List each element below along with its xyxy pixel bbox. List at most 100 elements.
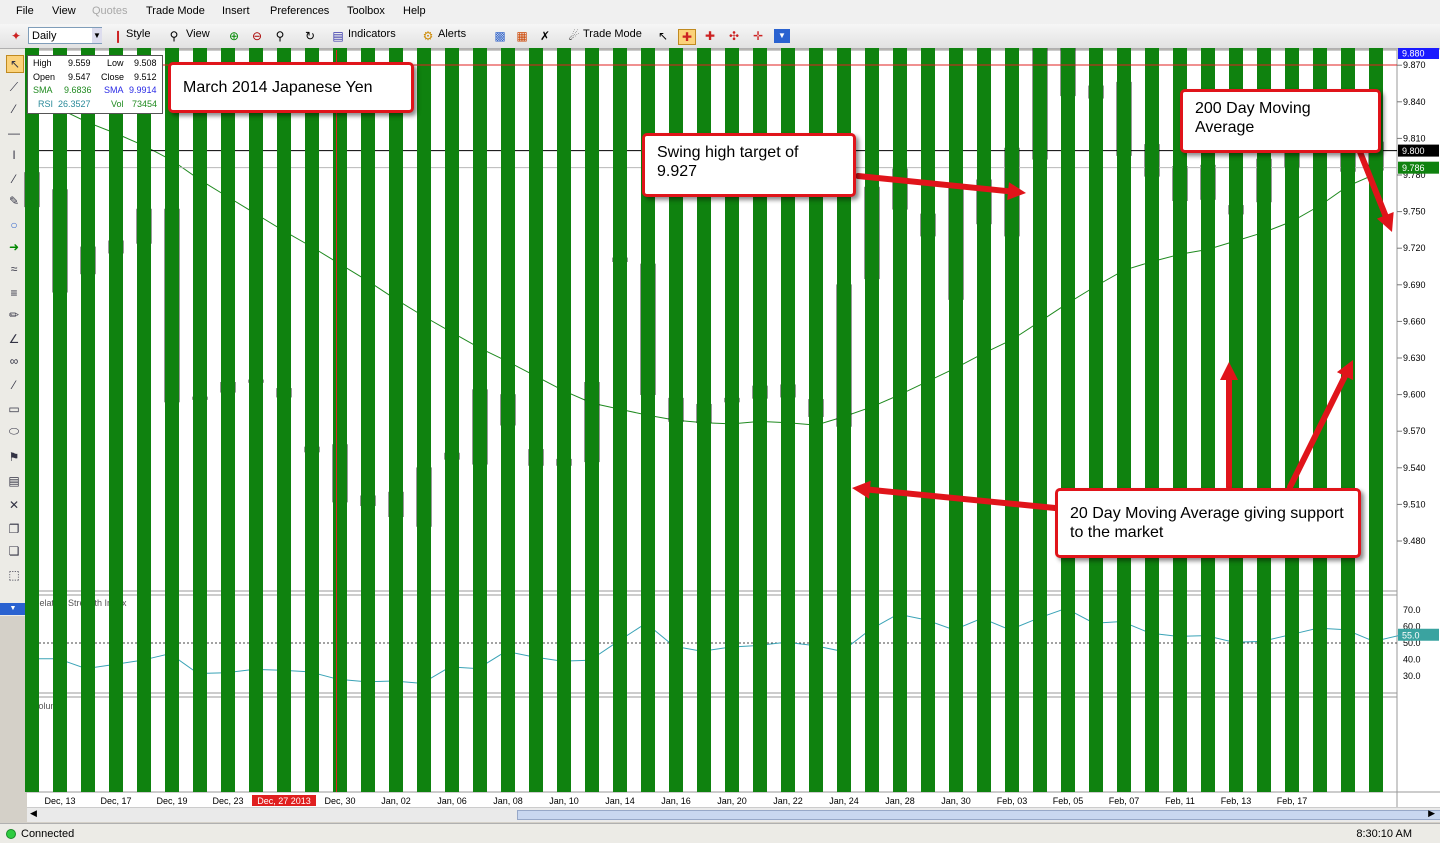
x-tick-label: Jan, 06 (437, 796, 467, 806)
search-icon[interactable]: ⚲ (169, 29, 179, 43)
scrollbar-thumb[interactable] (517, 810, 1440, 820)
x-tick-label: Feb, 05 (1053, 796, 1084, 806)
monitor-icon[interactable]: ▩ (494, 29, 506, 43)
indicators-icon[interactable]: ▤ (332, 29, 344, 43)
volume-bar (949, 48, 963, 792)
pen-icon[interactable]: ✏ (8, 308, 20, 322)
bell-icon[interactable]: ⚙ (422, 29, 434, 43)
ohlc-info-box: High 9.559 Low 9.508 Open 9.547 Close 9.… (27, 55, 163, 114)
volume-bar (193, 48, 207, 792)
sheet-icon[interactable]: ▤ (8, 474, 20, 488)
channel-tool-icon[interactable]: ⁄ (12, 102, 15, 116)
fibonacci-icon[interactable]: ≡ (10, 286, 18, 300)
style-button[interactable]: Style (126, 28, 151, 40)
line-tool-icon[interactable]: ⟋ (9, 80, 19, 94)
select-area-icon[interactable]: ⬚ (8, 568, 20, 582)
crosshair-arrow-icon[interactable]: ✛ (752, 29, 764, 43)
trade-mode-button[interactable]: Trade Mode (583, 28, 642, 40)
rectangle-icon[interactable]: ▭ (8, 402, 20, 416)
indicators-button[interactable]: Indicators (348, 28, 396, 40)
tools-icon[interactable]: ✗ (539, 29, 551, 43)
rsi-panel-title: Relative Strength Index (33, 598, 127, 608)
crosshair-small-icon[interactable]: ✚ (704, 29, 716, 43)
vertical-line-icon[interactable]: ǀ (12, 148, 16, 162)
pointer-tool-icon[interactable]: ↖ (6, 55, 24, 73)
horizontal-line-icon[interactable]: — (8, 126, 20, 140)
toolbar-options-icon[interactable]: ▼ (774, 29, 790, 43)
pointer-icon[interactable]: ↖ (657, 29, 669, 43)
zoom-in-icon[interactable]: ⊕ (228, 29, 240, 43)
volume-bar (585, 48, 599, 792)
high-value: 9.559 (68, 58, 91, 68)
vol-value: 73454 (132, 99, 158, 109)
volume-bar (1257, 48, 1271, 792)
copy-icon[interactable]: ❐ (8, 522, 20, 536)
x-tick-label: Feb, 17 (1277, 796, 1308, 806)
price-tag (1398, 48, 1439, 59)
bar-style-icon[interactable]: ❙ (112, 29, 124, 43)
volume-bar (445, 48, 459, 792)
volume-bar (613, 48, 627, 792)
crosshair-dot-icon[interactable]: ✣ (728, 29, 740, 43)
volume-bar (333, 48, 347, 792)
swing-high-callout: Swing high target of 9.927 (642, 133, 856, 197)
layers-icon[interactable]: ❏ (8, 544, 20, 558)
price-tick-label: 9.750 (1403, 207, 1426, 217)
andrews-icon[interactable]: ⁄ (12, 378, 15, 392)
parallel-line-icon[interactable]: ⁄ (12, 172, 15, 186)
ellipse-icon[interactable]: ⬭ (8, 424, 20, 438)
fan-icon[interactable]: ∞ (9, 354, 19, 368)
menu-help[interactable]: Help (403, 5, 426, 17)
zoom-out-icon[interactable]: ⊖ (251, 29, 263, 43)
volume-bar (669, 48, 683, 792)
sma200-value: 9.9914 (129, 85, 157, 95)
menu-file[interactable]: File (16, 5, 34, 17)
menu-view[interactable]: View (52, 5, 76, 17)
price-tag (1398, 161, 1439, 174)
x-tick-label: Jan, 20 (717, 796, 747, 806)
menu-trade-mode[interactable]: Trade Mode (146, 5, 205, 17)
volume-bar (53, 48, 67, 792)
panel-collapse-icon[interactable]: ▼ (0, 603, 26, 615)
volume-bar (1117, 48, 1131, 792)
note-icon[interactable]: ✎ (8, 194, 20, 208)
volume-bar (389, 48, 403, 792)
color-icon[interactable]: ▦ (516, 29, 528, 43)
pin-icon[interactable]: ✦ (10, 29, 22, 43)
scroll-right-icon[interactable]: ▶ (1428, 808, 1435, 818)
delete-icon[interactable]: ✕ (8, 498, 20, 512)
horizontal-scrollbar[interactable]: ◀ ▶ (27, 807, 1440, 822)
alerts-button[interactable]: Alerts (438, 28, 467, 40)
volume-bar (921, 48, 935, 792)
period-select[interactable]: Daily (28, 27, 102, 44)
menu-quotes: Quotes (92, 5, 128, 17)
stamp-icon[interactable]: ⚑ (8, 450, 20, 464)
volume-bar (1369, 48, 1383, 793)
volume-bar (137, 48, 151, 792)
price-tick-label: 9.720 (1403, 243, 1426, 253)
rsi-value-tag (1398, 628, 1439, 641)
sma20-label: SMA (33, 85, 53, 95)
title-callout: March 2014 Japanese Yen (168, 62, 414, 113)
ma20-arrow-right (1287, 373, 1349, 490)
connection-status-icon (6, 829, 16, 839)
trade-icon[interactable]: ☄ (568, 29, 580, 43)
chevron-down-icon[interactable]: ▼ (92, 28, 102, 43)
menu-preferences[interactable]: Preferences (270, 5, 330, 17)
gann-icon[interactable]: ∠ (8, 332, 20, 346)
refresh-icon[interactable]: ↻ (304, 29, 316, 43)
crosshair-icon[interactable]: ✚ (678, 29, 696, 45)
wave-icon[interactable]: ≈ (10, 262, 18, 276)
zoom-icon[interactable]: ⚲ (275, 29, 285, 43)
volume-bar (1201, 48, 1215, 792)
x-tick-label: Jan, 16 (661, 796, 691, 806)
callout-icon[interactable]: ○ (10, 218, 18, 232)
arrow-tool-icon[interactable]: ➜ (8, 240, 20, 254)
scroll-left-icon[interactable]: ◀ (30, 808, 37, 818)
view-button[interactable]: View (186, 28, 210, 40)
menu-insert[interactable]: Insert (222, 5, 250, 17)
menu-toolbox[interactable]: Toolbox (347, 5, 385, 17)
price-tick-label: 9.690 (1403, 280, 1426, 290)
volume-bar (109, 48, 123, 792)
volume-bar (277, 48, 291, 792)
